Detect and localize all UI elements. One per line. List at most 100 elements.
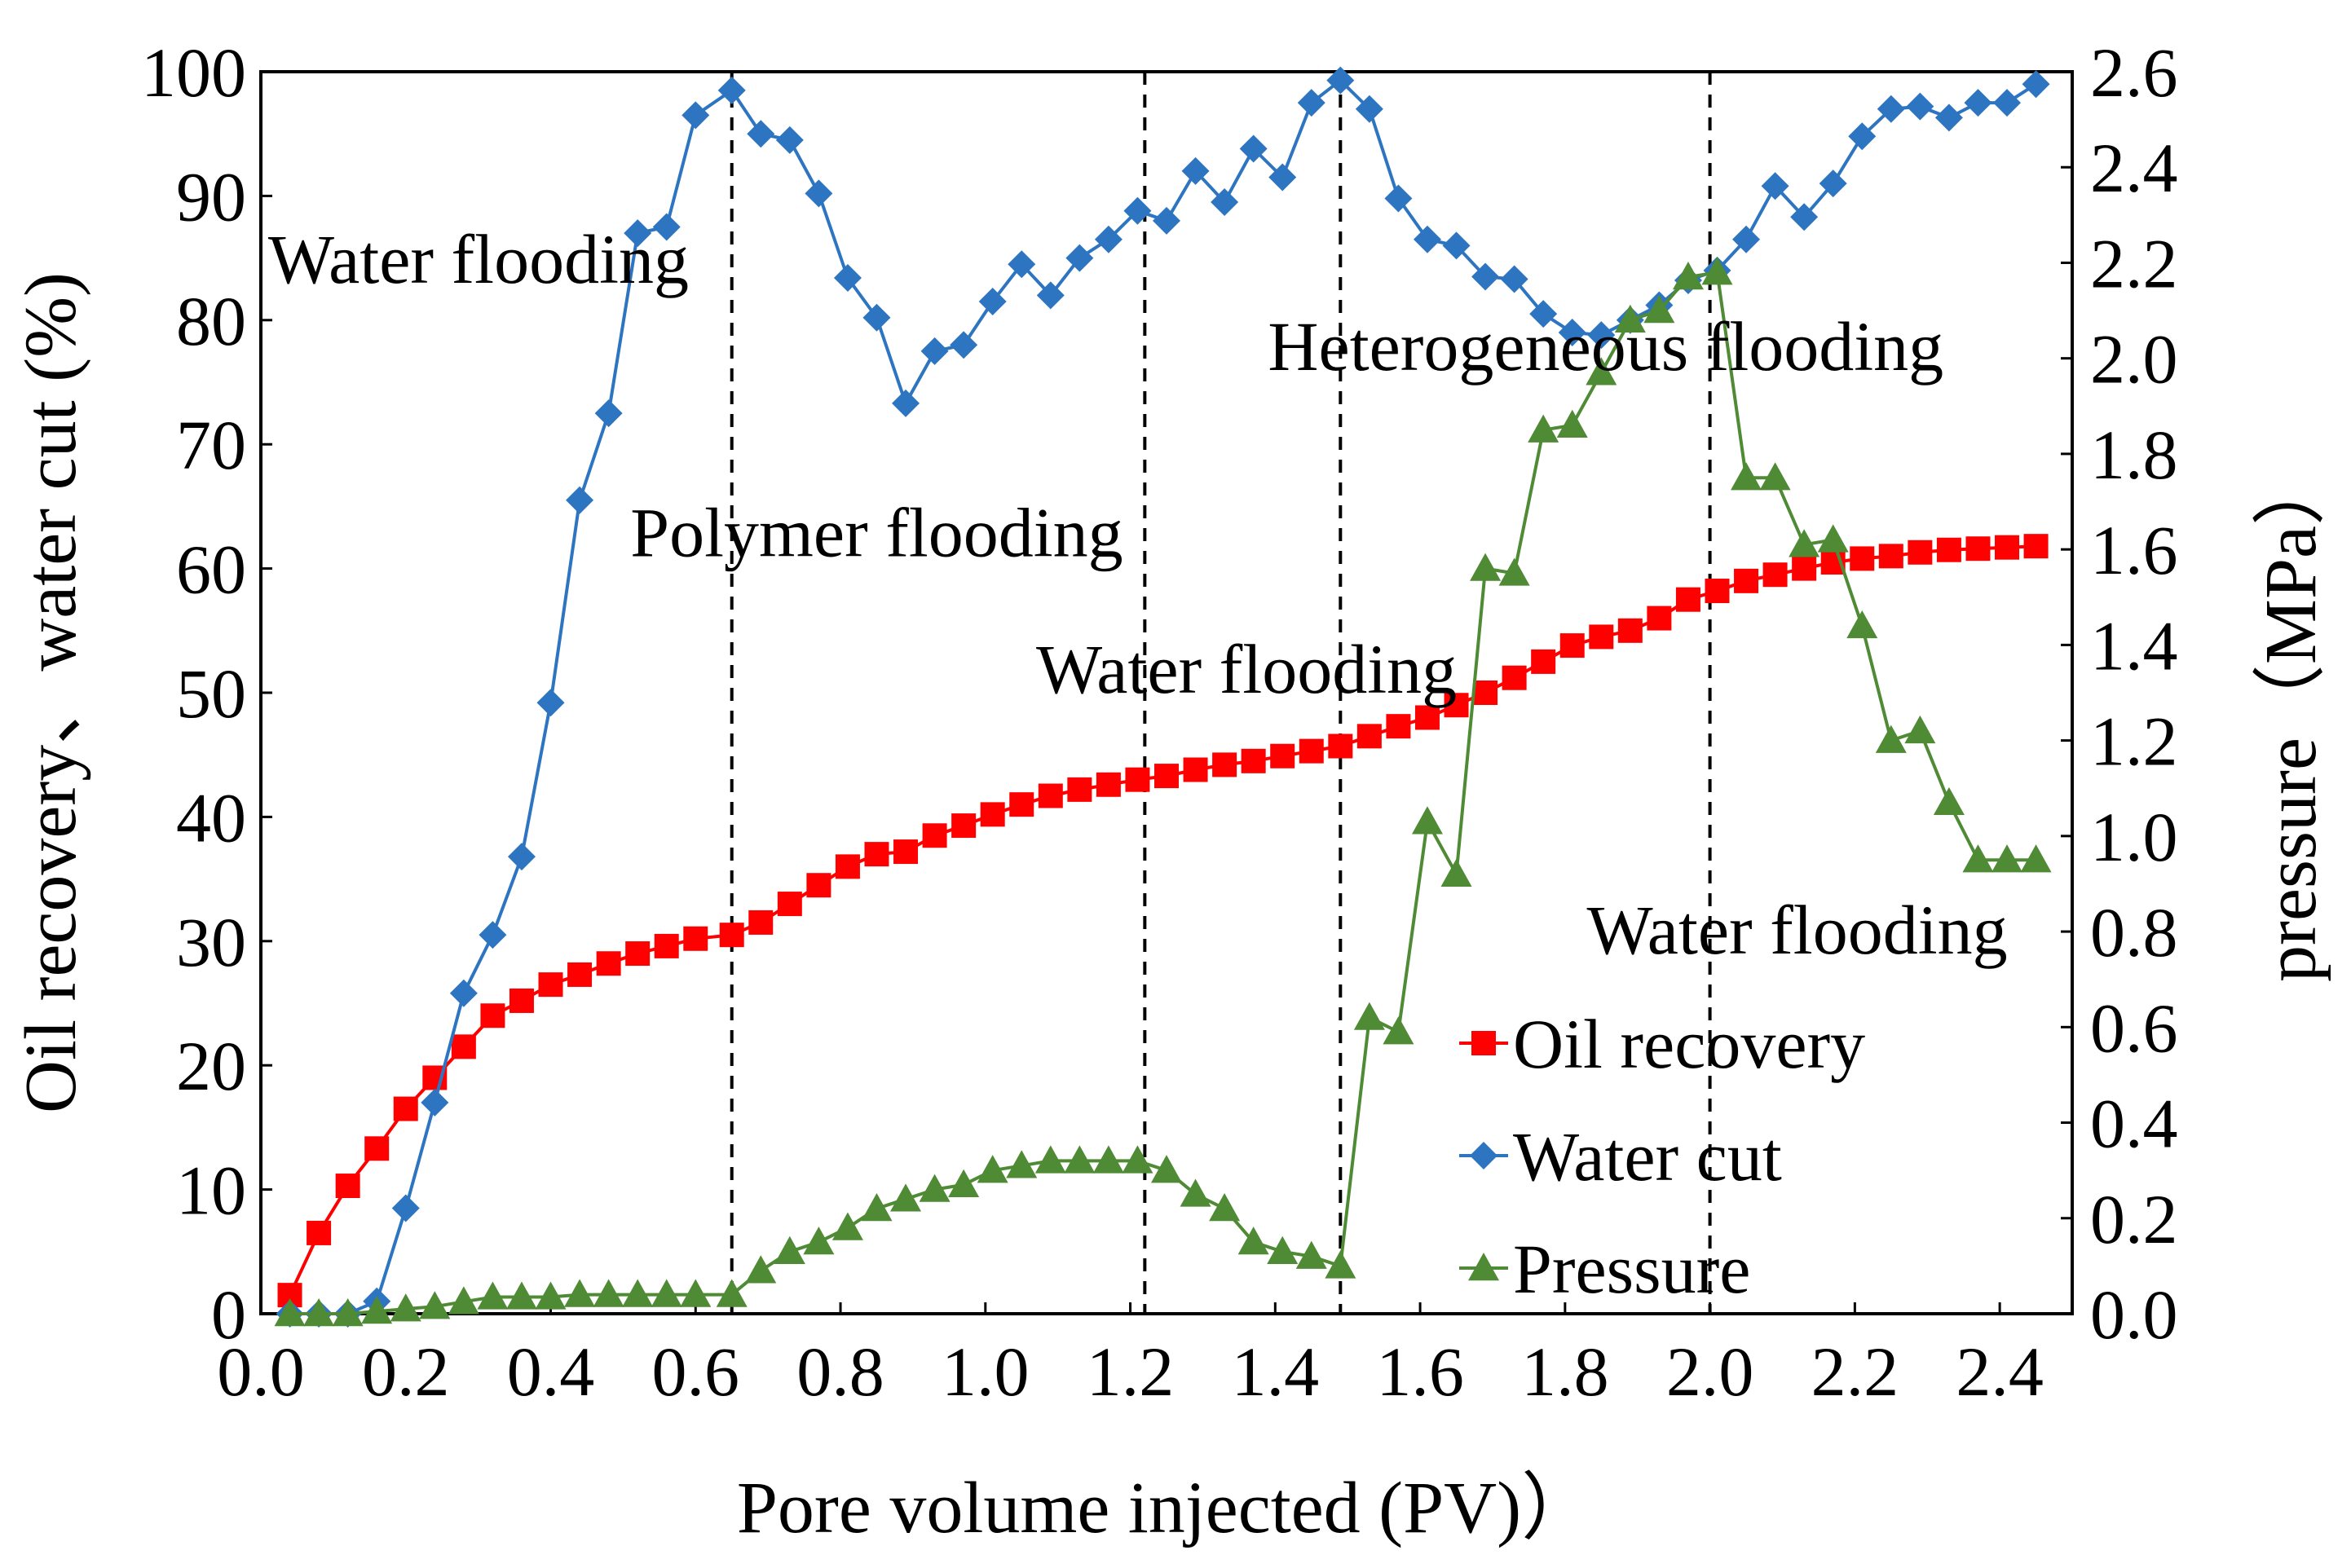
left-tick-label: 70 <box>176 406 246 484</box>
oil-recovery-point <box>1850 546 1875 571</box>
water-cut-point <box>1587 321 1616 350</box>
legend-label-pressure: Pressure <box>1513 1230 1750 1308</box>
pressure-point <box>1789 529 1820 557</box>
oil-recovery-point <box>1965 536 1991 562</box>
left-tick-label: 20 <box>176 1027 246 1105</box>
legend-marker-pressure <box>1468 1253 1499 1281</box>
water-cut-point <box>833 263 862 292</box>
pressure-point <box>1064 1145 1096 1174</box>
phase-label: Water flooding <box>268 220 689 298</box>
oil-recovery-point <box>1559 633 1585 658</box>
right-tick-label: 0.8 <box>2090 893 2178 971</box>
pressure-point <box>1643 295 1675 324</box>
pressure-point <box>1846 610 1878 639</box>
oil-recovery-point <box>1473 680 1498 705</box>
x-tick-label: 2.2 <box>1811 1332 1899 1411</box>
pressure-point <box>977 1155 1008 1183</box>
water-cut-point <box>507 843 536 871</box>
oil-recovery-point <box>1414 705 1440 730</box>
pressure-point <box>1875 725 1907 753</box>
pressure-point <box>1759 462 1791 491</box>
water-cut-point <box>950 331 978 359</box>
water-cut-point <box>1268 163 1297 192</box>
pressure-point <box>1528 414 1559 443</box>
water-cut-point <box>1181 156 1210 185</box>
right-tick-label: 2.4 <box>2090 129 2178 207</box>
water-cut-point <box>1761 172 1789 200</box>
series-layer <box>274 66 2052 1328</box>
phase-label: Polymer flooding <box>630 493 1123 571</box>
x-tick-label: 2.4 <box>1956 1332 2044 1411</box>
oil-recovery-point <box>980 802 1005 827</box>
phase-label: Heterogeneous flooding <box>1268 307 1943 385</box>
pressure-point <box>651 1279 682 1307</box>
pressure-point <box>831 1212 863 1240</box>
pressure-point <box>680 1279 712 1307</box>
oil-recovery-point <box>1270 743 1295 769</box>
oil-recovery-point <box>1878 544 1903 569</box>
right-tick-label: 0.0 <box>2090 1275 2178 1354</box>
oil-recovery-point <box>893 839 919 865</box>
pressure-point <box>1383 1016 1414 1045</box>
pressure-point <box>1614 304 1646 333</box>
water-cut-point <box>1934 104 1963 132</box>
oil-recovery-point <box>835 854 860 879</box>
water-cut-point <box>1384 184 1413 213</box>
pressure-point <box>448 1286 479 1315</box>
oil-recovery-point <box>951 813 977 839</box>
water-cut-point <box>1819 170 1847 198</box>
x-tick-label: 1.8 <box>1521 1332 1609 1411</box>
phase-labels: Water flooding Polymer flooding Water floo… <box>268 220 2008 969</box>
water-cut-point <box>1094 225 1123 253</box>
pressure-point <box>1151 1155 1182 1183</box>
water-cut-point <box>1732 225 1761 253</box>
legend-label-water-cut: Water cut <box>1513 1117 1782 1196</box>
pressure-point <box>1440 858 1472 887</box>
oil-recovery-series <box>277 534 2049 1308</box>
left-tick-label: 30 <box>176 903 246 981</box>
phase-label: Water flooding <box>1587 891 2008 969</box>
oil-recovery-point <box>1675 587 1700 612</box>
oil-recovery-point <box>1183 757 1208 782</box>
pressure-point <box>1092 1145 1124 1174</box>
right-axis-title: pressure（MPa） <box>2251 452 2331 982</box>
oil-recovery-point <box>777 892 802 917</box>
water-cut-point <box>1008 250 1036 279</box>
oil-recovery-point <box>1328 733 1353 759</box>
water-cut-point <box>1413 225 1441 253</box>
oil-recovery-point <box>1356 724 1382 749</box>
pressure-point <box>774 1235 805 1264</box>
water-cut-point <box>1326 66 1355 95</box>
oil-recovery-point <box>596 951 621 976</box>
pressure-point <box>1122 1145 1153 1174</box>
water-cut-point <box>1500 265 1528 293</box>
oil-recovery-point <box>806 873 831 898</box>
x-tick-label: 0.0 <box>217 1332 305 1411</box>
water-cut-point <box>892 389 920 417</box>
pressure-point <box>1962 844 1994 873</box>
water-cut-point <box>862 303 891 332</box>
left-tick-label: 90 <box>176 157 246 236</box>
oil-recovery-point <box>1299 738 1324 764</box>
oil-recovery-point <box>567 962 593 987</box>
water-cut-point <box>1848 122 1877 151</box>
water-cut-point <box>479 921 507 949</box>
oil-recovery-point <box>1792 556 1817 581</box>
pressure-point <box>890 1183 922 1212</box>
pressure-point <box>564 1279 596 1307</box>
water-cut-point <box>1471 262 1500 291</box>
oil-recovery-point <box>1734 568 1759 593</box>
water-cut-point <box>1529 300 1558 328</box>
oil-recovery-point <box>538 972 563 998</box>
pressure-point <box>1034 1145 1066 1174</box>
oil-recovery-point <box>625 941 651 967</box>
pressure-point <box>861 1193 893 1222</box>
water-cut-point <box>1239 134 1268 163</box>
pressure-point <box>274 1298 306 1327</box>
water-cut-point <box>920 337 949 365</box>
phase-label: Water flooding <box>1036 630 1457 708</box>
right-axis-ticks: 0.0 0.2 0.4 0.6 0.8 1.0 1.2 1.4 1.6 1.8 2.0 2.2 2.4 2… <box>2061 33 2178 1354</box>
oil-recovery-point <box>1589 624 1614 650</box>
pressure-point <box>1556 409 1588 438</box>
